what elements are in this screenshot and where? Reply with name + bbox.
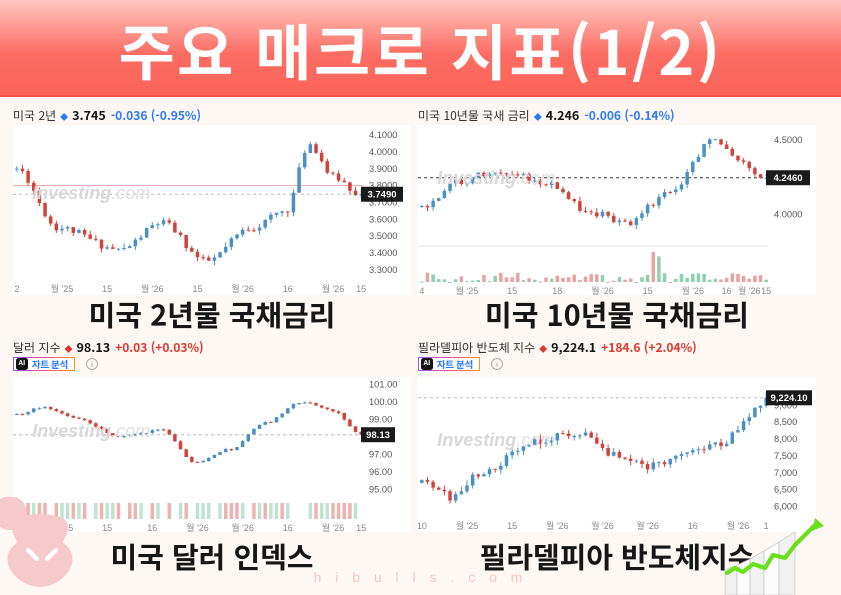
svg-text:4.1000: 4.1000 [369, 130, 397, 140]
svg-text:8,000: 8,000 [774, 434, 797, 444]
svg-text:9,224.10: 9,224.10 [771, 393, 808, 404]
svg-text:6,500: 6,500 [774, 485, 797, 495]
svg-text:4.0000: 4.0000 [774, 209, 802, 219]
svg-text:99.00: 99.00 [369, 414, 392, 424]
svg-text:3.5000: 3.5000 [369, 231, 397, 241]
svg-text:월 '26: 월 '26 [322, 522, 345, 532]
svg-text:95.00: 95.00 [369, 485, 392, 495]
svg-text:7,000: 7,000 [774, 468, 797, 478]
svg-text:15: 15 [356, 523, 366, 532]
svg-text:16: 16 [283, 523, 293, 532]
svg-text:3.3000: 3.3000 [369, 265, 397, 275]
svg-text:월 '26: 월 '26 [591, 520, 614, 531]
svg-text:98.13: 98.13 [366, 430, 390, 441]
svg-text:3.4000: 3.4000 [369, 248, 397, 258]
svg-text:10: 10 [418, 521, 427, 531]
svg-text:3.9000: 3.9000 [369, 164, 397, 174]
svg-text:16: 16 [688, 521, 698, 531]
svg-text:101.00: 101.00 [369, 379, 397, 389]
svg-text:6,000: 6,000 [774, 501, 797, 511]
svg-text:100.00: 100.00 [369, 397, 397, 407]
svg-text:월 '26: 월 '26 [231, 522, 254, 532]
svg-text:월 '25: 월 '25 [456, 520, 479, 531]
svg-text:4.2460: 4.2460 [773, 173, 802, 184]
svg-text:3.7490: 3.7490 [367, 190, 396, 201]
svg-text:월 '26: 월 '26 [186, 522, 209, 532]
svg-text:4.0000: 4.0000 [369, 147, 397, 157]
svg-text:16: 16 [147, 523, 157, 532]
svg-text:월 '26: 월 '26 [636, 520, 659, 531]
svg-text:4.5000: 4.5000 [774, 135, 802, 145]
svg-text:3.6000: 3.6000 [369, 214, 397, 224]
svg-text:96.00: 96.00 [369, 467, 392, 477]
svg-text:8,500: 8,500 [774, 417, 797, 427]
svg-text:월 '26: 월 '26 [546, 520, 569, 531]
svg-text:7,500: 7,500 [774, 451, 797, 461]
svg-text:97.00: 97.00 [369, 450, 392, 460]
svg-text:15: 15 [507, 521, 517, 531]
svg-text:15: 15 [102, 523, 112, 532]
